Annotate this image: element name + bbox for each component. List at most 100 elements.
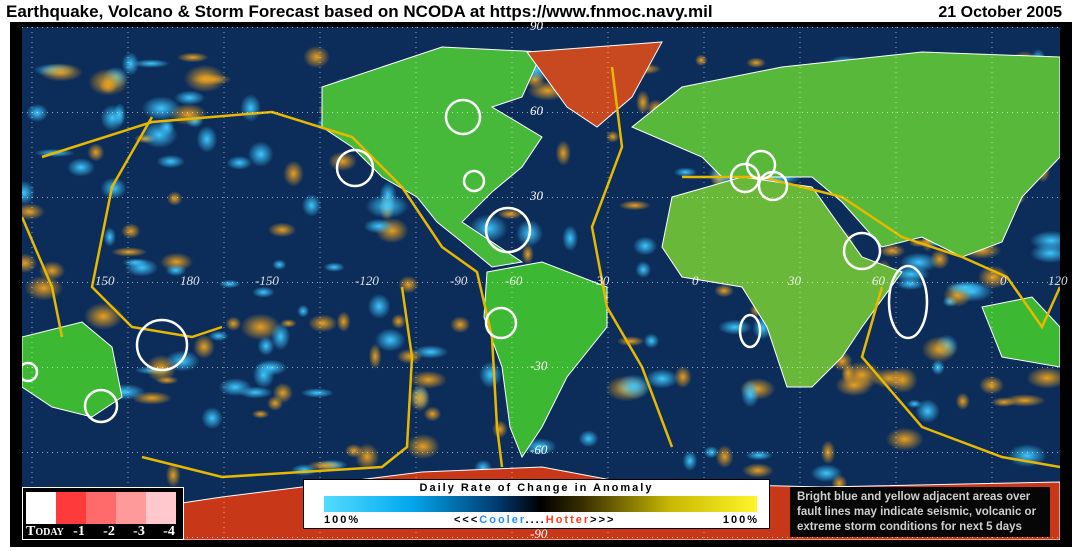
anomaly-blob — [674, 365, 692, 389]
anomaly-blob — [208, 330, 229, 342]
lon-label: 0 — [1000, 273, 1007, 288]
anomaly-blob — [497, 208, 523, 220]
greenland — [526, 41, 663, 128]
lat-label-60: 60 — [530, 103, 543, 118]
anomaly-blob — [22, 180, 35, 206]
anomaly-blob — [955, 392, 970, 410]
australia — [22, 321, 123, 418]
south-america — [483, 261, 608, 459]
anomaly-blob — [645, 369, 679, 389]
anomaly-blob — [201, 407, 223, 430]
anomaly-blob — [88, 68, 129, 96]
day-label-1: -1 — [73, 524, 85, 539]
anomaly-blob — [605, 130, 620, 143]
anomaly-blob — [247, 141, 274, 167]
highlight-circle-tonga — [135, 318, 189, 372]
anomaly-blob — [169, 103, 208, 126]
note-line: fault lines may indicate seismic, volcan… — [797, 506, 1037, 518]
highlight-circle-north-atlantic — [462, 169, 486, 193]
anomaly-blob — [618, 200, 651, 211]
lon-label: 60 — [872, 273, 885, 288]
anomaly-blob — [810, 464, 843, 483]
anomaly-blob — [423, 406, 442, 422]
anomaly-blob — [87, 143, 105, 162]
lat-label-minus-60: -60 — [530, 442, 548, 457]
explanation-note: Bright blue and yellow adjacent areas ov… — [790, 487, 1050, 537]
anomaly-blob — [158, 119, 175, 136]
highlight-circle-california — [335, 148, 375, 188]
anomaly-blob — [450, 316, 471, 334]
highlight-circle-peru — [484, 306, 518, 340]
anomaly-blob — [695, 54, 708, 67]
anomaly-blob — [176, 52, 209, 63]
anomaly-blob — [741, 379, 760, 408]
anomaly-blob — [635, 90, 650, 115]
anomaly-blob — [283, 160, 304, 187]
world-map — [22, 27, 1060, 540]
day-legend: Today -1 -2 -3 -4 — [22, 487, 184, 540]
lon-label: 0 — [692, 273, 699, 288]
anomaly-blob — [885, 427, 924, 451]
lon-label: -90 — [450, 273, 468, 288]
day-swatch-4 — [146, 492, 176, 524]
anomaly-blob — [25, 103, 49, 122]
highlight-circle-hudson-bay — [444, 98, 482, 136]
anomaly-blob — [38, 261, 66, 281]
anomaly-blob — [915, 399, 940, 423]
anomaly-blob — [165, 462, 181, 488]
highlight-circle-arabian-sea — [842, 231, 882, 271]
anomaly-blob — [879, 244, 906, 258]
fault-lines — [22, 66, 1060, 479]
anomaly-blob — [633, 236, 658, 256]
anomaly-blob — [303, 45, 330, 69]
lat-label-90: 90 — [530, 18, 543, 33]
highlight-circle-mediterranean-3 — [757, 170, 789, 202]
anomaly-blob — [355, 443, 380, 470]
color-gradient-bar — [324, 496, 757, 512]
scale-title: Daily Rate of Change in Anomaly — [419, 482, 654, 494]
anomaly-blob — [616, 336, 645, 347]
page-title: Earthquake, Volcano & Storm Forecast bas… — [6, 2, 713, 21]
anomaly-blob — [841, 362, 855, 384]
anomaly-blob — [673, 167, 698, 177]
anomaly-blob — [268, 222, 297, 238]
anomaly-blob — [906, 399, 922, 409]
graticule — [22, 27, 1060, 540]
anomaly-blob — [166, 191, 183, 206]
anomaly-blob — [22, 203, 45, 221]
anomaly-blob — [714, 284, 734, 298]
anomaly-blob — [252, 286, 275, 298]
lon-label: -30 — [592, 273, 610, 288]
lon-label: 120 — [1048, 273, 1068, 288]
anomaly-blob — [125, 258, 159, 277]
anomaly-blob — [225, 316, 242, 331]
anomaly-blob — [113, 103, 126, 126]
anomaly-blob — [218, 378, 252, 397]
day-label-3: -3 — [133, 524, 145, 539]
anomaly-blob — [100, 177, 127, 199]
anomaly-blob — [616, 374, 652, 399]
anomaly-scale-legend: Daily Rate of Change in Anomaly 100% <<<… — [303, 479, 770, 529]
anomaly-blob — [977, 265, 1009, 289]
anomaly-blob — [336, 311, 351, 332]
lon-label: 30 — [788, 273, 801, 288]
anomaly-blob — [578, 430, 599, 448]
anomaly-blob — [226, 155, 253, 170]
anomaly-blob — [155, 376, 179, 385]
scale-direction: <<<Cooler....Hotter>>> — [454, 514, 615, 526]
anomaly-blob — [270, 322, 291, 351]
north-america — [321, 46, 543, 268]
day-swatch-3 — [116, 492, 146, 524]
lon-label: -150 — [255, 273, 279, 288]
anomaly-blob — [396, 348, 423, 364]
anomaly-blob — [1029, 230, 1060, 251]
anomaly-blob — [240, 94, 261, 122]
cooler-prefix: <<< — [454, 514, 480, 526]
anomaly-blob — [715, 445, 734, 469]
anomaly-blob — [899, 252, 938, 273]
anomaly-blob — [562, 225, 579, 252]
anomaly-blob — [323, 262, 345, 272]
anomaly-blob — [111, 247, 148, 257]
anomaly-blob — [820, 440, 836, 465]
lat-label-minus-90: -90 — [530, 526, 548, 541]
